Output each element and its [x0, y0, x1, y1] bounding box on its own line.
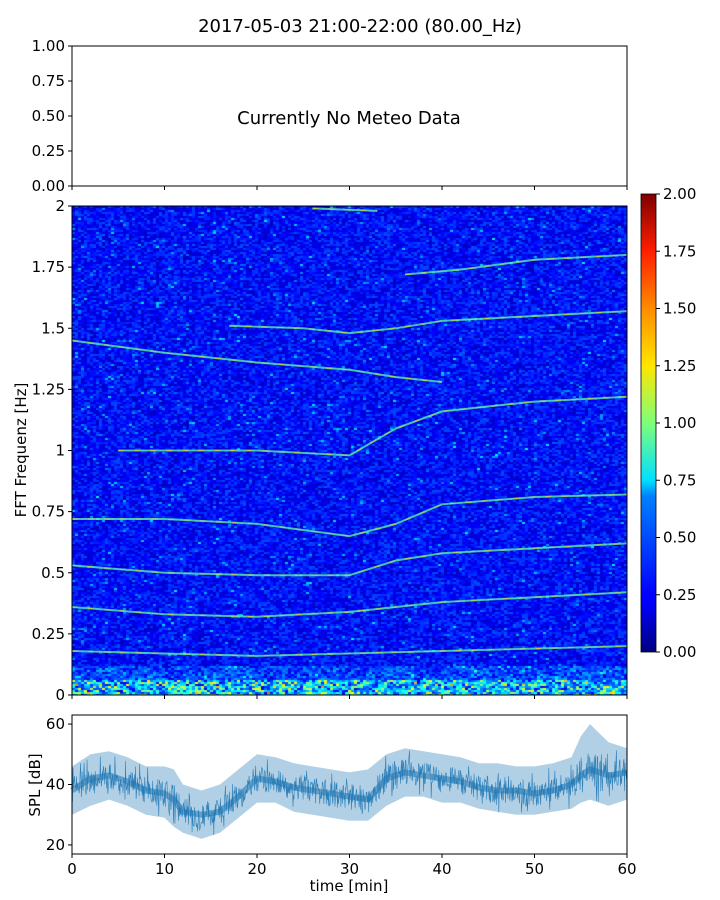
colorbar-tick-label: 0.00 [663, 643, 696, 661]
spectrogram-harmonic-line [71, 339, 443, 383]
spectrogram-y-tick-label: 1.25 [32, 380, 65, 398]
spl-y-ticks: 20 40 60 [46, 715, 72, 854]
meteo-y-ticks: 0.00 0.25 0.50 0.75 1.00 [32, 37, 72, 195]
spl-y-tick-label: 20 [46, 836, 65, 854]
meteo-x-ticks [71, 186, 628, 190]
meteo-no-data-message: Currently No Meteo Data [237, 108, 461, 129]
spectrogram-harmonic-highlight [71, 591, 628, 618]
colorbar-tick-label: 0.25 [663, 586, 696, 604]
spectrogram-panel: 0 0.25 0.5 0.75 1 1.25 1.5 1.75 2 FFT Frequenz [… [12, 197, 628, 704]
spl-x-tick-label: 10 [155, 860, 174, 878]
meteo-y-tick-label: 0.00 [32, 177, 65, 195]
spectrogram-y-tick-label: 1.5 [41, 319, 65, 337]
spl-y-tick-label: 60 [46, 715, 65, 733]
colorbar-tick-label: 1.25 [663, 357, 696, 375]
meteo-y-tick-label: 1.00 [32, 37, 65, 55]
spectrogram-y-ticks: 0 0.25 0.5 0.75 1 1.25 1.5 1.75 2 [32, 197, 72, 704]
spectrogram-harmonic-highlight [71, 542, 628, 576]
spl-x-tick-label: 40 [432, 860, 451, 878]
spectrogram-x-ticks [71, 695, 628, 699]
colorbar-ticks: 0.00 0.25 0.50 0.75 1.00 1.25 1.50 1.75 2.00 [656, 185, 696, 661]
colorbar-tick-label: 1.50 [663, 300, 696, 318]
spectrogram-y-tick-label: 0.5 [41, 564, 65, 582]
spectrogram-y-tick-label: 1 [55, 442, 65, 460]
spl-trace [70, 724, 628, 839]
spectrogram-harmonic-highlight [229, 310, 628, 334]
spectrogram-y-tick-label: 1.75 [32, 258, 65, 276]
spectrogram-harmonic-highlight [312, 207, 378, 212]
spl-line [70, 766, 628, 818]
colorbar-tick-label: 1.75 [663, 242, 696, 260]
colorbar-tick-label: 2.00 [663, 185, 696, 203]
spectrogram-y-label: FFT Frequenz [Hz] [12, 383, 30, 518]
spl-x-tick-label: 60 [617, 860, 636, 878]
spl-x-tick-label: 50 [525, 860, 544, 878]
spectrogram-harmonic-highlight [72, 494, 628, 537]
spectrogram-y-tick-label: 0 [55, 686, 65, 704]
spl-x-tick-label: 30 [340, 860, 359, 878]
spectrogram-harmonic-highlight [404, 254, 628, 275]
colorbar-gradient [640, 193, 657, 653]
spectrogram-y-tick-label: 0.25 [32, 625, 65, 643]
figure-title: 2017-05-03 21:00-22:00 (80.00_Hz) [198, 16, 522, 37]
spl-x-tick-label: 20 [247, 860, 266, 878]
spl-x-ticks: 0 10 20 30 40 50 60 [67, 854, 637, 878]
colorbar-tick-label: 1.00 [663, 414, 696, 432]
spectrogram-y-tick-label: 2 [55, 197, 65, 215]
spectrogram-y-tick-label: 0.75 [32, 503, 65, 521]
colorbar: 0.00 0.25 0.50 0.75 1.00 1.25 1.50 1.75 2.00 [640, 185, 696, 661]
meteo-y-tick-label: 0.75 [32, 72, 65, 90]
spectrogram-heatmap [71, 206, 628, 695]
colorbar-tick-label: 0.50 [663, 529, 696, 547]
spl-y-tick-label: 40 [46, 776, 65, 794]
spl-x-tick-label: 0 [67, 860, 77, 878]
colorbar-tick-label: 0.75 [663, 471, 696, 489]
meteo-panel: 0.00 0.25 0.50 0.75 1.00 Currently No Meteo … [32, 37, 628, 195]
spl-x-label: time [min] [310, 877, 389, 895]
spectrogram-harmonic-line [118, 395, 628, 457]
spl-panel: 20 40 60 0 10 20 30 40 50 60 SPL [dB] time [min] [26, 714, 637, 895]
meteo-axes-frame [71, 45, 628, 187]
spl-y-label: SPL [dB] [26, 753, 44, 816]
spectrogram-harmonic-highlight [71, 645, 628, 657]
meteo-y-tick-label: 0.50 [32, 107, 65, 125]
meteo-y-tick-label: 0.25 [32, 142, 65, 160]
